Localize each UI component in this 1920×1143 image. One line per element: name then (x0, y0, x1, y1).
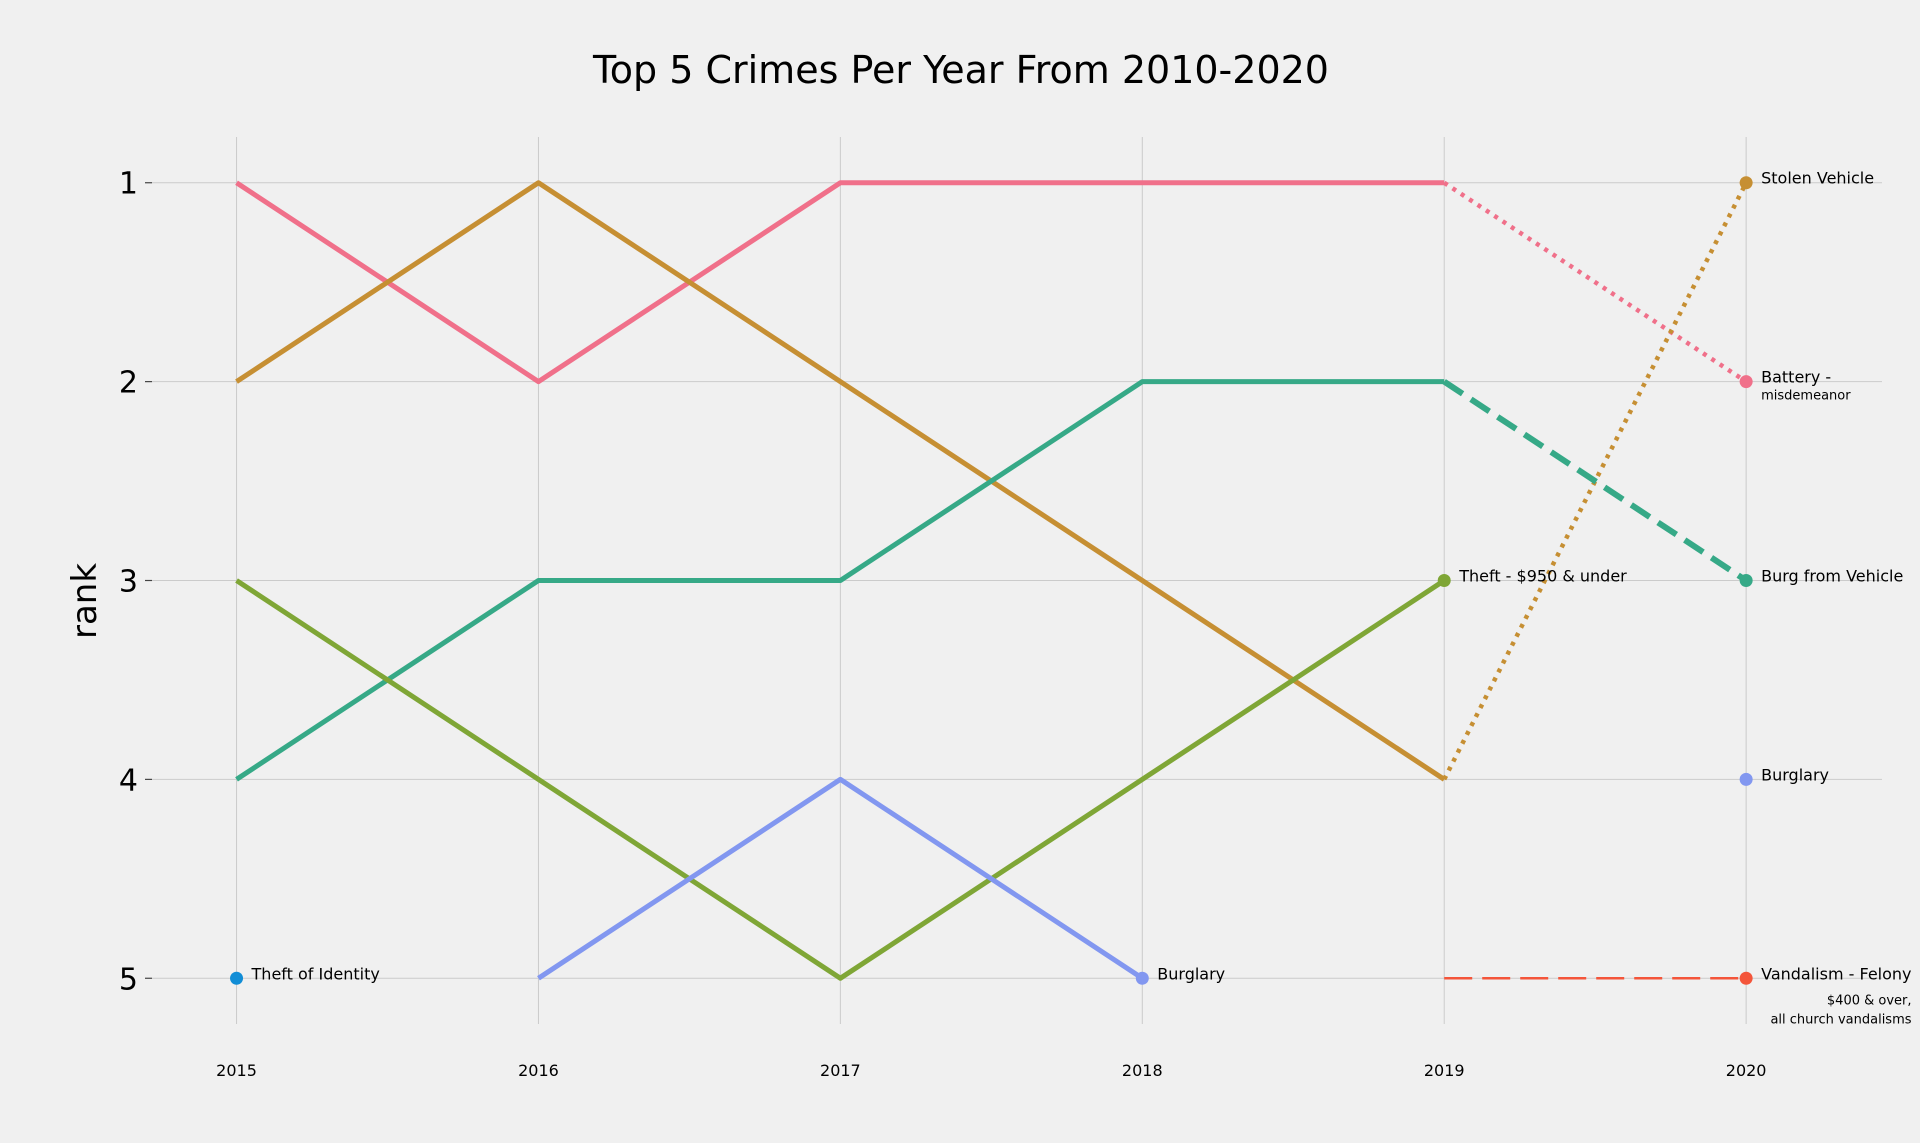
y-tick-label: 1 (119, 167, 138, 202)
series-marker-theft-of-identity (230, 971, 244, 985)
y-tick-label: 3 (119, 565, 138, 600)
series-marker-vandalism-felony (1739, 971, 1753, 985)
axes: 2015 2016 2017 2018 2019 2020 1 2 3 4 5 (119, 167, 1767, 1080)
y-tick-label: 4 (119, 763, 138, 798)
y-tick-label: 2 (119, 366, 138, 401)
series-line-battery (235, 180, 1445, 385)
series-marker-battery (1739, 375, 1753, 389)
series-marker-theft-950-under (1437, 574, 1451, 587)
series-labels: Battery - misdemeanor Stolen Vehicle Burg f… (251, 169, 1912, 1028)
series-label-burglary-2018: Burglary (1157, 964, 1225, 983)
x-tick-label: 2017 (820, 1061, 861, 1080)
x-tick-label: 2015 (216, 1061, 257, 1080)
series-markers (230, 176, 1753, 985)
series-line-burg-from-vehicle (235, 379, 1445, 782)
series-label-burg-from-vehicle: Burg from Vehicle (1761, 567, 1903, 586)
series-marker-burglary-2020 (1739, 772, 1753, 786)
series-sublabel-vandalism-felony: $400 & over, (1827, 993, 1912, 1008)
series-projected-line-stolen-vehicle (1442, 181, 1749, 781)
series-line-theft-950-under (235, 578, 1446, 981)
y-axis-label: rank (65, 563, 105, 639)
x-tick-label: 2019 (1424, 1061, 1465, 1080)
series-sublabel-battery: misdemeanor (1761, 389, 1851, 404)
series-projected-line-burg-from-vehicle (1442, 379, 1748, 584)
x-tick-label: 2018 (1122, 1061, 1163, 1080)
series-label-theft-of-identity: Theft of Identity (251, 964, 380, 983)
series-projected-line-battery (1442, 180, 1748, 384)
series-label-vandalism-felony: Vandalism - Felony (1761, 964, 1911, 983)
series-label-burglary-2020: Burglary (1761, 765, 1829, 784)
x-tick-label: 2020 (1726, 1061, 1767, 1080)
series-label-battery: Battery - (1761, 368, 1831, 387)
series-line-burglary-2018 (537, 776, 1144, 981)
series-label-theft-950-under: Theft - $950 & under (1458, 567, 1627, 586)
series-marker-burglary-2018 (1135, 971, 1149, 985)
series-lines (235, 180, 1749, 981)
series-sublabel2-vandalism-felony: all church vandalisms (1770, 1012, 1911, 1027)
series-marker-stolen-vehicle (1739, 176, 1753, 190)
chart-title: Top 5 Crimes Per Year From 2010-2020 (592, 48, 1329, 92)
series-line-stolen-vehicle (235, 180, 1446, 782)
x-tick-label: 2016 (518, 1061, 559, 1080)
y-tick-label: 5 (119, 962, 138, 997)
series-marker-burg-from-vehicle (1739, 574, 1753, 587)
series-label-stolen-vehicle: Stolen Vehicle (1761, 169, 1874, 188)
